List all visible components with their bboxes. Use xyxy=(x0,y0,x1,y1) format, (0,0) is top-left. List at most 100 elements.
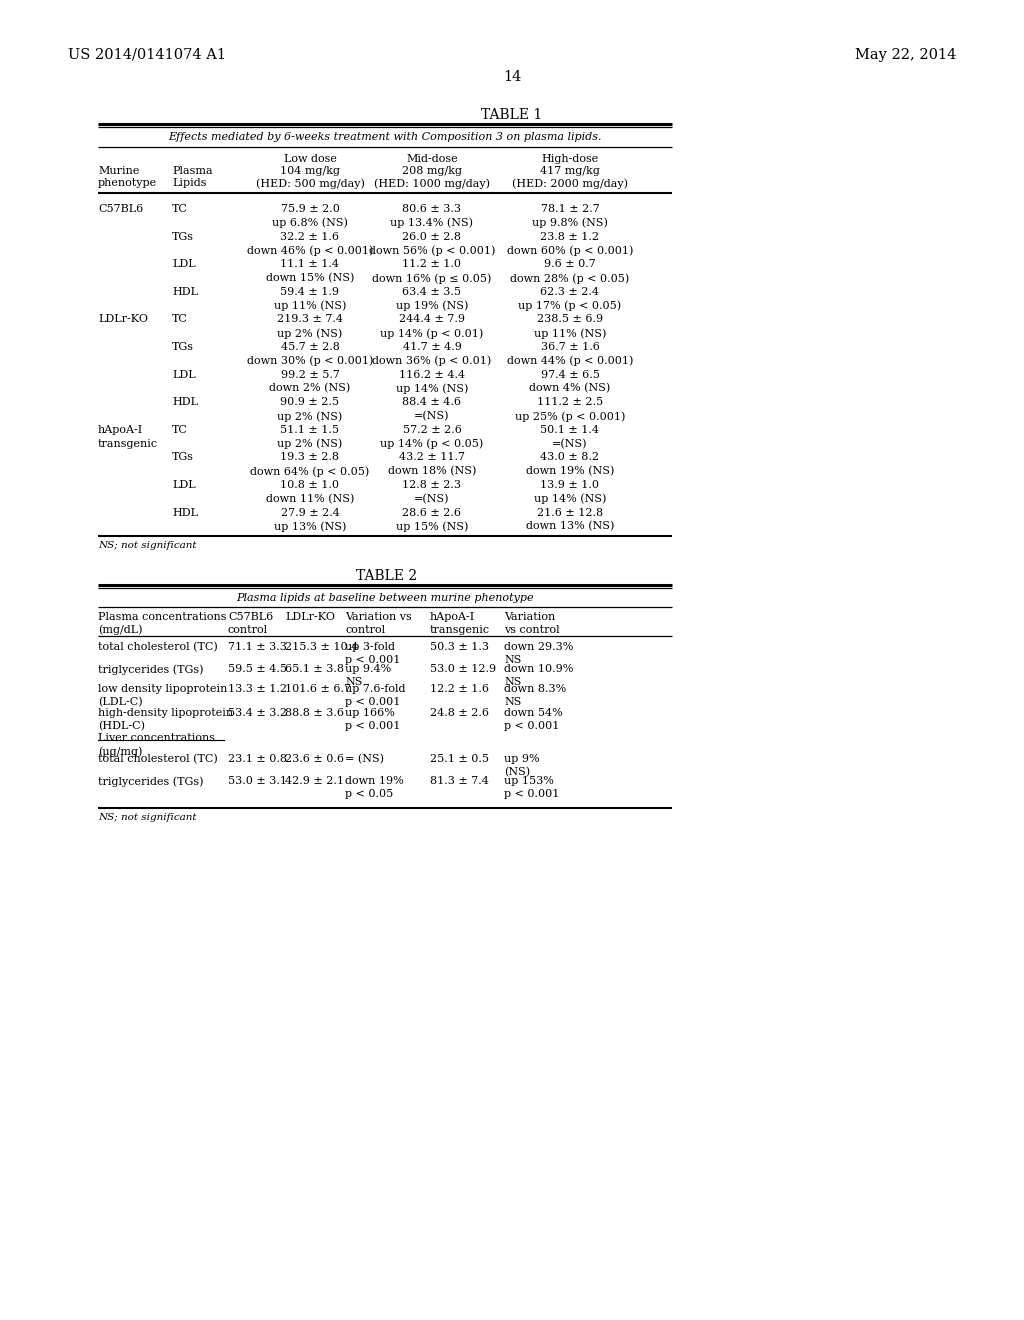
Text: NS; not significant: NS; not significant xyxy=(98,813,197,822)
Text: =(NS): =(NS) xyxy=(415,411,450,421)
Text: 59.5 ± 4.5: 59.5 ± 4.5 xyxy=(228,664,287,675)
Text: HDL: HDL xyxy=(172,286,198,297)
Text: Effects mediated by 6-weeks treatment with Composition 3 on plasma lipids.: Effects mediated by 6-weeks treatment wi… xyxy=(168,132,602,143)
Text: 208 mg/kg: 208 mg/kg xyxy=(402,166,462,176)
Text: triglycerides (TGs): triglycerides (TGs) xyxy=(98,776,204,787)
Text: 21.6 ± 12.8: 21.6 ± 12.8 xyxy=(537,508,603,517)
Text: 13.3 ± 1.2: 13.3 ± 1.2 xyxy=(228,684,287,694)
Text: =(NS): =(NS) xyxy=(552,438,588,449)
Text: up 2% (NS): up 2% (NS) xyxy=(278,411,343,421)
Text: =(NS): =(NS) xyxy=(415,494,450,504)
Text: up 17% (p < 0.05): up 17% (p < 0.05) xyxy=(518,301,622,312)
Text: LDLr-KO: LDLr-KO xyxy=(98,314,148,325)
Text: up 153%
p < 0.001: up 153% p < 0.001 xyxy=(504,776,559,799)
Text: 57.2 ± 2.6: 57.2 ± 2.6 xyxy=(402,425,462,434)
Text: up 11% (NS): up 11% (NS) xyxy=(534,329,606,339)
Text: 23.8 ± 1.2: 23.8 ± 1.2 xyxy=(541,231,599,242)
Text: 50.3 ± 1.3: 50.3 ± 1.3 xyxy=(430,643,489,652)
Text: TABLE 2: TABLE 2 xyxy=(356,569,418,583)
Text: up 25% (p < 0.001): up 25% (p < 0.001) xyxy=(515,411,626,421)
Text: Plasma lipids at baseline between murine phenotype: Plasma lipids at baseline between murine… xyxy=(237,593,534,603)
Text: up 19% (NS): up 19% (NS) xyxy=(396,301,468,312)
Text: down 29.3%
NS: down 29.3% NS xyxy=(504,643,573,664)
Text: 116.2 ± 4.4: 116.2 ± 4.4 xyxy=(399,370,465,380)
Text: LDL: LDL xyxy=(172,480,196,490)
Text: 19.3 ± 2.8: 19.3 ± 2.8 xyxy=(281,453,340,462)
Text: 13.9 ± 1.0: 13.9 ± 1.0 xyxy=(541,480,599,490)
Text: down 2% (NS): down 2% (NS) xyxy=(269,383,350,393)
Text: LDL: LDL xyxy=(172,259,196,269)
Text: 65.1 ± 3.8: 65.1 ± 3.8 xyxy=(285,664,344,675)
Text: LDL: LDL xyxy=(172,370,196,380)
Text: 11.2 ± 1.0: 11.2 ± 1.0 xyxy=(402,259,462,269)
Text: down 54%
p < 0.001: down 54% p < 0.001 xyxy=(504,709,563,730)
Text: up 7.6-fold
p < 0.001: up 7.6-fold p < 0.001 xyxy=(345,684,406,706)
Text: down 36% (p < 0.01): down 36% (p < 0.01) xyxy=(373,356,492,367)
Text: hApoA-I
transgenic: hApoA-I transgenic xyxy=(430,612,490,635)
Text: 27.9 ± 2.4: 27.9 ± 2.4 xyxy=(281,508,339,517)
Text: phenotype: phenotype xyxy=(98,178,157,187)
Text: Low dose: Low dose xyxy=(284,154,337,164)
Text: down 11% (NS): down 11% (NS) xyxy=(266,494,354,504)
Text: total cholesterol (TC): total cholesterol (TC) xyxy=(98,754,218,764)
Text: 32.2 ± 1.6: 32.2 ± 1.6 xyxy=(281,231,340,242)
Text: 14: 14 xyxy=(503,70,521,84)
Text: 80.6 ± 3.3: 80.6 ± 3.3 xyxy=(402,205,462,214)
Text: 63.4 ± 3.5: 63.4 ± 3.5 xyxy=(402,286,462,297)
Text: down 19% (NS): down 19% (NS) xyxy=(525,466,614,477)
Text: Murine: Murine xyxy=(98,166,139,176)
Text: 36.7 ± 1.6: 36.7 ± 1.6 xyxy=(541,342,599,352)
Text: 90.9 ± 2.5: 90.9 ± 2.5 xyxy=(281,397,340,407)
Text: TGs: TGs xyxy=(172,342,194,352)
Text: HDL: HDL xyxy=(172,508,198,517)
Text: C57BL6
control: C57BL6 control xyxy=(228,612,273,635)
Text: 244.4 ± 7.9: 244.4 ± 7.9 xyxy=(399,314,465,325)
Text: 43.2 ± 11.7: 43.2 ± 11.7 xyxy=(399,453,465,462)
Text: high-density lipoprotein
(HDL-C)
Liver concentrations
(µg/mg): high-density lipoprotein (HDL-C) Liver c… xyxy=(98,709,233,756)
Text: total cholesterol (TC): total cholesterol (TC) xyxy=(98,643,218,652)
Text: down 28% (p < 0.05): down 28% (p < 0.05) xyxy=(510,273,630,284)
Text: 99.2 ± 5.7: 99.2 ± 5.7 xyxy=(281,370,339,380)
Text: US 2014/0141074 A1: US 2014/0141074 A1 xyxy=(68,48,226,62)
Text: 23.1 ± 0.8: 23.1 ± 0.8 xyxy=(228,754,287,764)
Text: 9.6 ± 0.7: 9.6 ± 0.7 xyxy=(544,259,596,269)
Text: up 6.8% (NS): up 6.8% (NS) xyxy=(272,218,348,228)
Text: 111.2 ± 2.5: 111.2 ± 2.5 xyxy=(537,397,603,407)
Text: NS; not significant: NS; not significant xyxy=(98,541,197,550)
Text: TABLE 1: TABLE 1 xyxy=(481,108,543,121)
Text: down 19%
p < 0.05: down 19% p < 0.05 xyxy=(345,776,403,799)
Text: 62.3 ± 2.4: 62.3 ± 2.4 xyxy=(541,286,599,297)
Text: down 60% (p < 0.001): down 60% (p < 0.001) xyxy=(507,246,633,256)
Text: C57BL6: C57BL6 xyxy=(98,205,143,214)
Text: down 13% (NS): down 13% (NS) xyxy=(525,521,614,532)
Text: down 8.3%
NS: down 8.3% NS xyxy=(504,684,566,706)
Text: transgenic: transgenic xyxy=(98,438,158,449)
Text: 219.3 ± 7.4: 219.3 ± 7.4 xyxy=(278,314,343,325)
Text: hApoA-I: hApoA-I xyxy=(98,425,143,434)
Text: = (NS): = (NS) xyxy=(345,754,384,764)
Text: 12.2 ± 1.6: 12.2 ± 1.6 xyxy=(430,684,489,694)
Text: down 4% (NS): down 4% (NS) xyxy=(529,383,610,393)
Text: (HED: 500 mg/day): (HED: 500 mg/day) xyxy=(256,178,365,189)
Text: 97.4 ± 6.5: 97.4 ± 6.5 xyxy=(541,370,599,380)
Text: TGs: TGs xyxy=(172,231,194,242)
Text: TGs: TGs xyxy=(172,453,194,462)
Text: up 3-fold
p < 0.001: up 3-fold p < 0.001 xyxy=(345,643,400,664)
Text: up 11% (NS): up 11% (NS) xyxy=(273,301,346,312)
Text: 43.0 ± 8.2: 43.0 ± 8.2 xyxy=(541,453,599,462)
Text: (HED: 2000 mg/day): (HED: 2000 mg/day) xyxy=(512,178,628,189)
Text: up 2% (NS): up 2% (NS) xyxy=(278,329,343,339)
Text: 10.8 ± 1.0: 10.8 ± 1.0 xyxy=(281,480,340,490)
Text: 42.9 ± 2.1: 42.9 ± 2.1 xyxy=(285,776,344,787)
Text: down 30% (p < 0.001): down 30% (p < 0.001) xyxy=(247,356,373,367)
Text: down 18% (NS): down 18% (NS) xyxy=(388,466,476,477)
Text: up 14% (NS): up 14% (NS) xyxy=(396,383,468,393)
Text: 25.1 ± 0.5: 25.1 ± 0.5 xyxy=(430,754,489,764)
Text: 50.1 ± 1.4: 50.1 ± 1.4 xyxy=(541,425,599,434)
Text: 53.4 ± 3.2: 53.4 ± 3.2 xyxy=(228,709,287,718)
Text: down 16% (p ≤ 0.05): down 16% (p ≤ 0.05) xyxy=(373,273,492,284)
Text: 101.6 ± 6.7: 101.6 ± 6.7 xyxy=(285,684,351,694)
Text: 28.6 ± 2.6: 28.6 ± 2.6 xyxy=(402,508,462,517)
Text: 26.0 ± 2.8: 26.0 ± 2.8 xyxy=(402,231,462,242)
Text: 41.7 ± 4.9: 41.7 ± 4.9 xyxy=(402,342,462,352)
